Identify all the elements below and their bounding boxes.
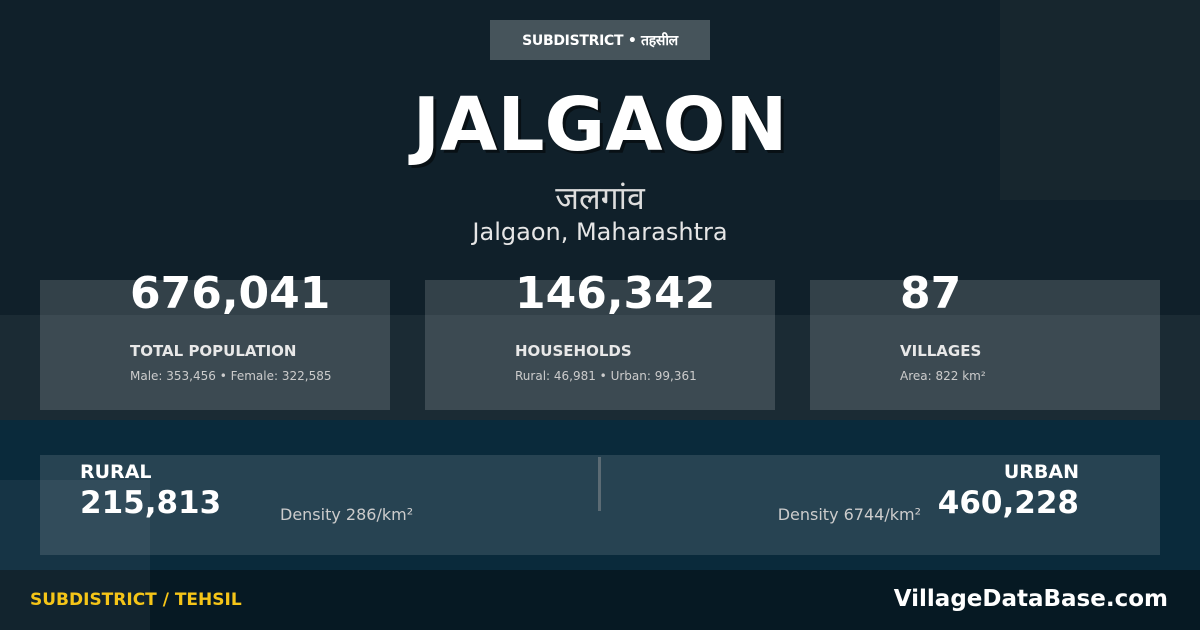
stat-label: VILLAGES <box>900 342 982 360</box>
urban-value: 460,228 <box>937 485 1079 521</box>
footer <box>0 570 1200 630</box>
stats-band <box>0 315 1200 420</box>
rural-density: Density 286/km² <box>280 505 414 524</box>
decorative-block <box>1000 0 1200 200</box>
stat-card-households: 146,342 HOUSEHOLDS Rural: 46,981 • Urban… <box>425 268 775 410</box>
stat-value: 146,342 <box>515 268 716 319</box>
decorative-block <box>0 480 150 630</box>
location: Jalgaon, Maharashtra <box>472 218 728 246</box>
stat-label: HOUSEHOLDS <box>515 342 632 360</box>
rural-label: RURAL <box>80 461 152 483</box>
divider <box>598 457 601 511</box>
stat-value: 676,041 <box>130 268 331 319</box>
urban-density: Density 6744/km² <box>777 505 921 524</box>
page-title: JALGAON <box>412 82 788 168</box>
type-badge: SUBDISTRICT • तहसील <box>490 20 710 60</box>
footer-category: SUBDISTRICT / TEHSIL <box>30 590 242 610</box>
stat-sub: Male: 353,456 • Female: 322,585 <box>130 369 332 383</box>
stat-sub: Rural: 46,981 • Urban: 99,361 <box>515 369 697 383</box>
stat-label: TOTAL POPULATION <box>130 342 297 360</box>
stat-card-population: 676,041 TOTAL POPULATION Male: 353,456 •… <box>40 268 390 410</box>
stat-value: 87 <box>900 268 962 319</box>
urban-label: URBAN <box>1003 461 1079 483</box>
local-name: जलगांव <box>555 179 645 217</box>
stat-card-villages: 87 VILLAGES Area: 822 km² <box>810 268 1160 410</box>
stat-sub: Area: 822 km² <box>900 369 986 383</box>
site-logo: VillageDataBase.com <box>893 586 1168 612</box>
rural-value: 215,813 <box>80 485 222 521</box>
